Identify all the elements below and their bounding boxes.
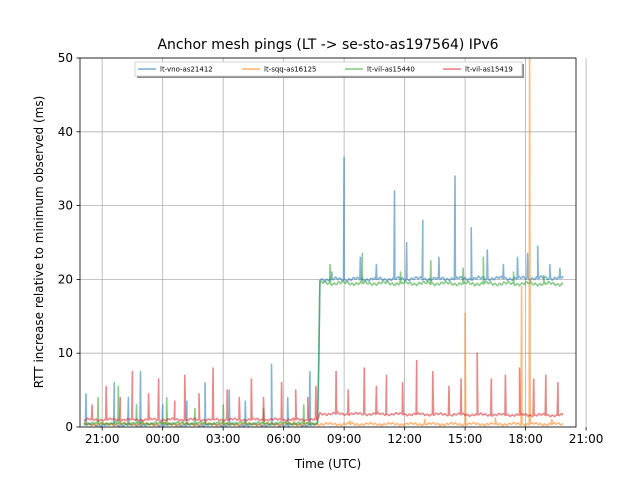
series-line-lt-vno-as21412: [83, 156, 564, 427]
y-axis: 0 10 20 30 40 50: [58, 51, 80, 434]
x-tick-label: 21:00: [569, 432, 604, 446]
chart-title: Anchor mesh pings (LT -> se-sto-as197564…: [157, 37, 498, 53]
legend-label: lt-vil-as15419: [465, 66, 513, 74]
legend-label: lt-vno-as21412: [160, 66, 213, 74]
x-tick-label: 12:00: [387, 432, 422, 446]
y-tick-label: 50: [58, 51, 73, 65]
x-tick-label: 18:00: [508, 432, 543, 446]
x-tick-label: 15:00: [448, 432, 483, 446]
legend: lt-vno-as21412 lt-sqq-as16125 lt-vil-as154…: [134, 61, 524, 78]
x-tick-label: 00:00: [145, 432, 180, 446]
series-line-lt-vil-as15419: [83, 352, 564, 423]
plot-frame: [79, 57, 577, 428]
y-tick-label: 30: [58, 199, 73, 213]
y-axis-label: RTT increase relative to minimum observe…: [32, 96, 46, 389]
x-tick-label: 09:00: [327, 432, 362, 446]
y-tick-label: 10: [58, 346, 73, 360]
legend-box: [134, 61, 523, 77]
y-tick-label: 0: [65, 420, 73, 434]
legend-label: lt-sqq-as16125: [264, 66, 316, 74]
x-tick-label: 06:00: [266, 432, 301, 446]
x-tick-label: 03:00: [206, 432, 241, 446]
series-line-lt-sqq-as16125: [83, 58, 564, 427]
legend-label: lt-vil-as15440: [367, 66, 415, 74]
x-tick-label: 21:00: [85, 432, 120, 446]
series-line-lt-vil-as15440: [83, 252, 564, 426]
y-tick-label: 20: [58, 272, 73, 286]
grid: [80, 57, 587, 428]
x-axis: 21:00 00:00 03:00 06:00 09:00 12:00 15:00 18:00…: [85, 427, 603, 446]
plot-area: [83, 58, 564, 427]
y-tick-label: 40: [58, 125, 73, 139]
x-axis-label: Time (UTC): [294, 457, 361, 471]
